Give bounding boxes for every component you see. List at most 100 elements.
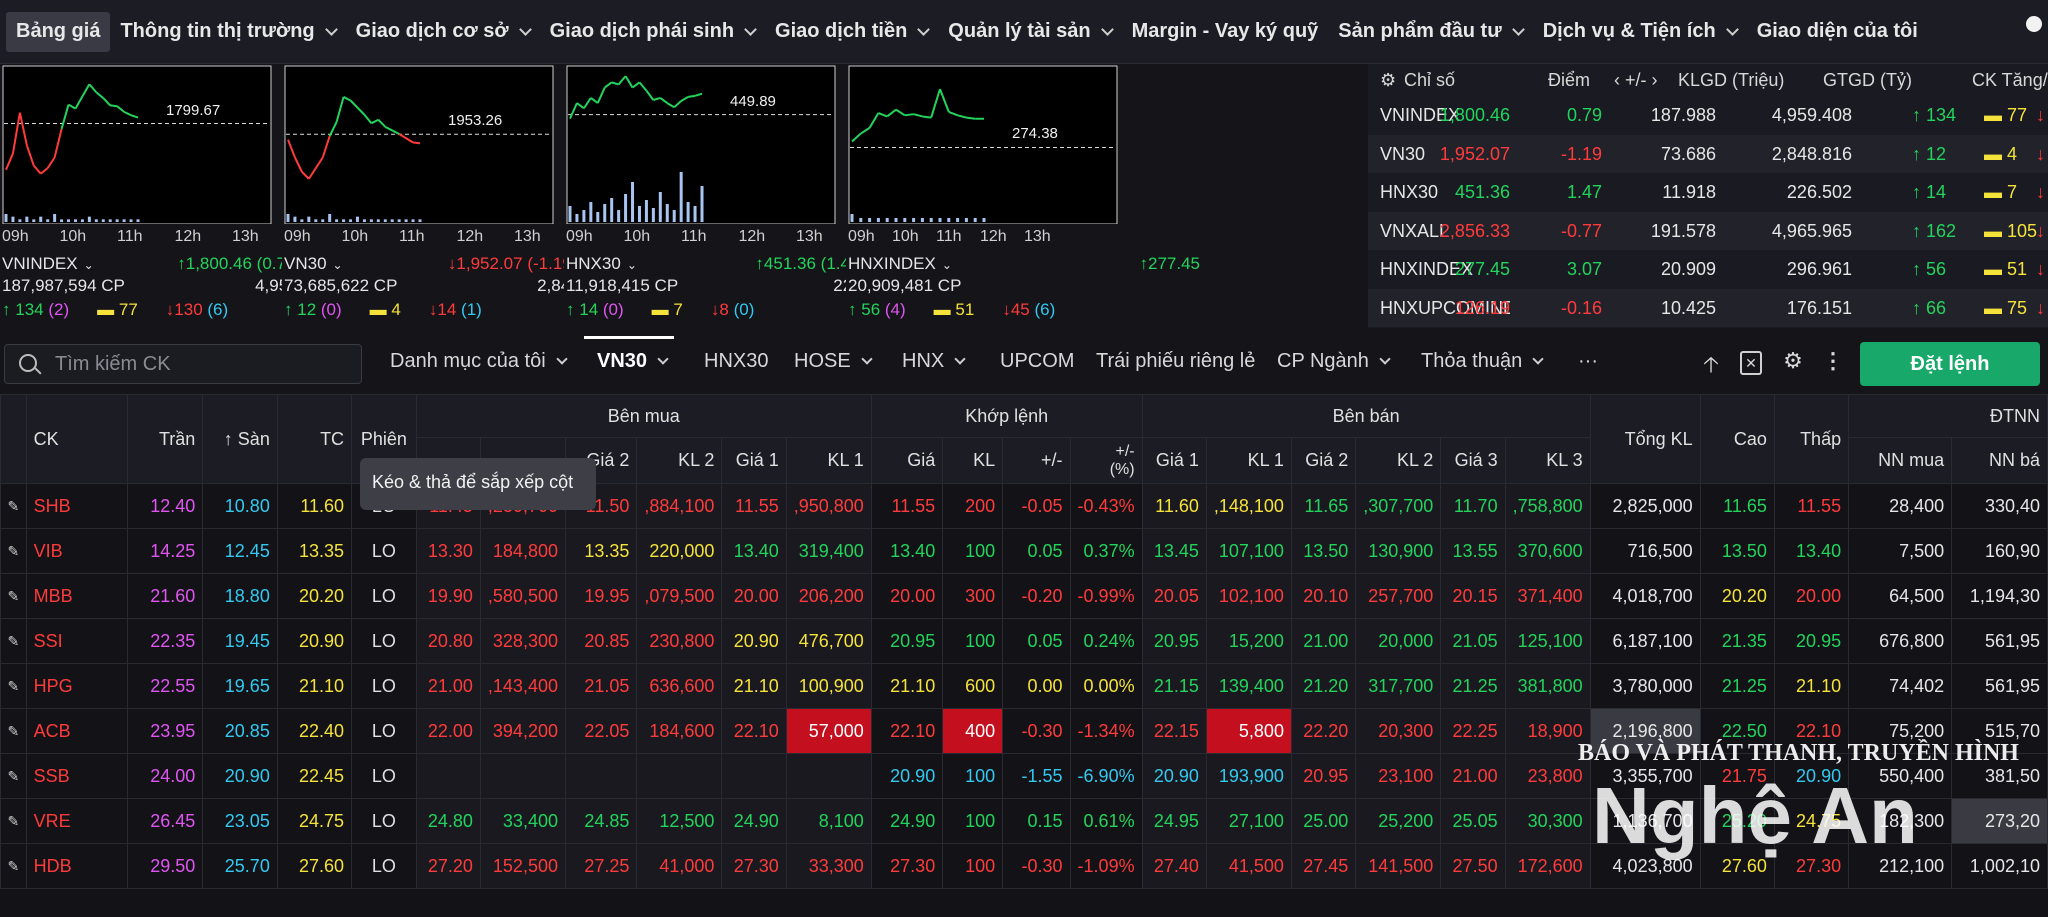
pin-icon[interactable]: ✎ [0,573,27,619]
buy-price2[interactable]: 21.05 [564,663,638,709]
buy-price1[interactable]: 13.40 [721,528,787,574]
buy-price3[interactable]: 22.00 [415,708,481,754]
tab-2[interactable]: HNX30 [704,350,768,373]
tab-8[interactable]: Thỏa thuận [1421,350,1544,373]
stock-code[interactable]: SHB [25,483,128,529]
index-name[interactable]: VNINDEX [2,254,78,273]
pin-icon[interactable]: ✎ [0,483,27,529]
header-nn-sell[interactable]: NN bá [1951,437,2048,484]
sell-price2[interactable]: 21.20 [1290,663,1357,709]
tab-1[interactable]: VN30 [597,350,669,373]
summary-row[interactable]: VN30 1,952.07 -1.19 73.686 2,848.816 ↑ 12 ▬ 4 ↓ [1368,134,2048,173]
header-match-vol[interactable]: KL [942,437,1004,484]
sell-price1[interactable]: 24.95 [1141,798,1207,844]
table-row[interactable]: ✎ VRE 26.45 23.05 24.75 LO 24.80 33,400 24.85 12,… [0,798,2048,844]
excel-export-icon[interactable]: ✕ [1740,351,1762,375]
sell-price1[interactable]: 20.95 [1141,618,1207,664]
stock-code[interactable]: HPG [25,663,128,709]
tab-6[interactable]: Trái phiếu riêng lẻ [1096,350,1255,373]
sell-price1[interactable]: 11.60 [1141,483,1207,529]
tab-9[interactable]: ··· [1578,350,1598,373]
sell-price3[interactable]: 13.55 [1440,528,1506,574]
summary-row[interactable]: HNXUPCOMINDEX126.19 -0.16 10.425 176.151 ↑ 6… [1368,288,2048,327]
buy-price1[interactable]: 27.30 [721,843,787,889]
nav-item-6[interactable]: Margin - Vay ký quỹ [1122,12,1329,52]
buy-price2[interactable]: 27.25 [564,843,638,889]
chevron-down-icon[interactable]: ⌄ [332,258,343,272]
sell-price3[interactable]: 22.25 [1440,708,1506,754]
buy-price1[interactable]: 21.10 [721,663,787,709]
buy-price2[interactable]: 13.35 [564,528,638,574]
sell-price3[interactable]: 25.05 [1440,798,1506,844]
sell-price2[interactable]: 20.95 [1290,753,1357,799]
buy-price2[interactable]: 22.05 [564,708,638,754]
place-order-button[interactable]: Đặt lệnh [1860,342,2040,386]
pin-icon[interactable]: ✎ [0,528,27,574]
summary-row[interactable]: VNXALL 2,856.33 -0.77 191.578 4,965.965 ↑ 162… [1368,211,2048,250]
summary-row[interactable]: HNXINDEX 277.45 3.07 20.909 296.961 ↑ 56 ▬ 51 ↓ [1368,250,2048,288]
sell-price3[interactable]: 27.50 [1440,843,1506,889]
stock-code[interactable]: SSI [25,618,128,664]
tab-3[interactable]: HOSE [794,350,873,373]
upload-icon[interactable]: 🡡 [1703,352,1719,377]
pin-icon[interactable]: ✎ [0,843,27,889]
nav-item-2[interactable]: Giao dịch cơ sở [346,12,540,52]
header-total-volume[interactable]: Tổng KL [1589,394,1701,484]
sell-price3[interactable]: 21.05 [1440,618,1506,664]
table-row[interactable]: ✎ VIB 14.25 12.45 13.35 LO 13.30 184,800 13.35 22… [0,528,2048,574]
buy-price1[interactable]: 20.90 [721,618,787,664]
search-box[interactable] [4,344,362,384]
nav-item-3[interactable]: Giao dịch phái sinh [540,12,765,52]
buy-price3[interactable] [415,753,481,799]
buy-price3[interactable]: 21.00 [415,663,481,709]
table-row[interactable]: ✎ HDB 29.50 25.70 27.60 LO 27.20 152,500 27.25 41… [0,843,2048,889]
summary-row[interactable]: HNX30 451.36 1.47 11.918 226.502 ↑ 14 ▬ 7 ↓ [1368,173,2048,211]
settings-icon[interactable]: ⚙ [1380,70,1397,90]
nav-item-1[interactable]: Thông tin thị trường [110,12,345,52]
sell-price1[interactable]: 22.15 [1141,708,1207,754]
header-sell-vol3[interactable]: KL 3 [1504,437,1591,484]
buy-price1[interactable]: 22.10 [721,708,787,754]
sell-price2[interactable]: 13.50 [1290,528,1357,574]
index-name[interactable]: VN30 [284,254,327,273]
chevron-down-icon[interactable]: ⌄ [941,258,952,272]
table-row[interactable]: ✎SHB12.4010.8011.60LO11.45,230,70011.50,… [0,483,2048,529]
buy-price1[interactable]: 11.55 [721,483,787,529]
header-ceiling[interactable]: Trần [126,394,204,484]
header-match-change[interactable]: +/- [1002,437,1071,484]
buy-price1[interactable] [721,753,787,799]
sell-price2[interactable]: 11.65 [1290,483,1357,529]
tab-7[interactable]: CP Ngành [1277,350,1391,373]
header-ck[interactable]: CK [25,394,128,484]
nav-item-0[interactable]: Bảng giá [6,11,111,52]
chart-hnxindex[interactable]: 274.38 09h 10h 11h 12h 13h HNXINDEX ⌄ ↑277.45 20… [846,64,1204,328]
stock-code[interactable]: SSB [25,753,128,799]
pin-icon[interactable]: ✎ [0,618,27,664]
nav-item-4[interactable]: Giao dịch tiền [765,12,938,52]
buy-price2[interactable] [564,753,638,799]
header-floor[interactable]: ↑ Sàn [202,394,278,484]
pin-icon[interactable]: ✎ [0,708,27,754]
sell-price2[interactable]: 27.45 [1290,843,1357,889]
table-row[interactable]: ✎ SSB 24.00 20.90 22.45 LO 20.90 100 -1.55 -6.90%… [0,753,2048,799]
sell-price3[interactable]: 11.70 [1440,483,1506,529]
stock-code[interactable]: ACB [25,708,128,754]
more-vertical-icon[interactable]: ⋮ [1822,348,1844,373]
index-name[interactable]: HNX30 [566,254,621,273]
tab-5[interactable]: UPCOM [1000,350,1074,373]
header-change[interactable]: ‹ +/- › [1614,70,1658,90]
sell-price2[interactable]: 22.20 [1290,708,1357,754]
sell-price2[interactable]: 21.00 [1290,618,1357,664]
close-icon[interactable] [2026,16,2042,32]
buy-price3[interactable]: 20.80 [415,618,481,664]
sell-price2[interactable]: 20.10 [1290,573,1357,619]
pin-icon[interactable]: ✎ [0,798,27,844]
sell-price3[interactable]: 21.25 [1440,663,1506,709]
header-high[interactable]: Cao [1699,394,1775,484]
buy-price1[interactable]: 20.00 [721,573,787,619]
header-low[interactable]: Thấp [1773,394,1850,484]
table-row[interactable]: ✎ MBB 21.60 18.80 20.20 LO 19.90,580,500 19.95,… [0,573,2048,619]
header-sell-vol1[interactable]: KL 1 [1205,437,1292,484]
buy-price2[interactable]: 24.85 [564,798,638,844]
nav-item-8[interactable]: Dịch vụ & Tiện ích [1533,12,1747,52]
